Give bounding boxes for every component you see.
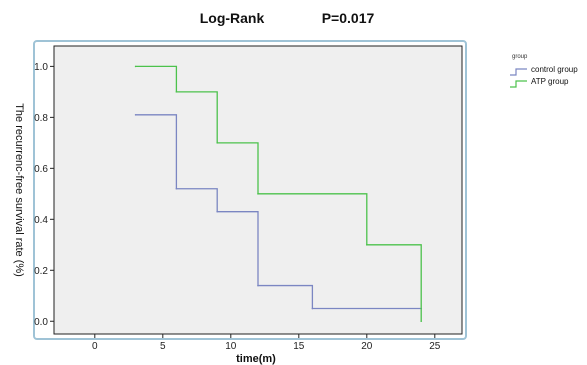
series-line-control [135,114,422,310]
legend: group control group ATP group [510,54,578,88]
series-point [311,307,314,310]
x-tick-label: 20 [361,341,373,352]
x-tick-label: 10 [225,341,237,352]
y-axis-ticks: 0.0 0.2 0.4 0.6 0.8 1.0 [34,62,54,328]
x-tick-label: 0 [92,341,98,352]
y-tick-label: 0.4 [34,215,48,226]
series-point [366,243,368,246]
series-point [257,284,259,287]
legend-label-control: control group [531,65,578,74]
series-point [175,187,178,190]
series-layer [134,65,423,323]
x-tick-label: 15 [293,341,305,352]
series-point [216,142,218,144]
series-point [420,320,423,323]
y-axis-label: The recurrenc-free survival rate (%) [13,103,25,277]
series-point [175,91,178,93]
legend-swatch-control [510,68,527,76]
x-tick-label: 5 [160,341,166,352]
y-tick-label: 0.0 [34,317,48,328]
chart-title-logrank: Log-Rank [200,10,265,26]
x-axis-ticks: 0 5 10 15 20 25 [92,334,441,352]
legend-label-atp: ATP group [531,77,569,86]
legend-title: group [512,54,528,60]
x-tick-label: 25 [429,341,441,352]
series-point [134,65,137,68]
series-point [257,193,259,195]
y-tick-label: 1.0 [34,62,48,73]
x-axis-label: time(m) [236,353,276,365]
series-line-atp [135,65,422,322]
y-tick-label: 0.2 [34,266,48,277]
legend-swatch-atp [510,80,527,88]
y-tick-label: 0.6 [34,164,48,175]
chart-title-pvalue: P=0.017 [322,10,375,26]
y-tick-label: 0.8 [34,113,48,124]
series-point [134,114,137,116]
series-point [216,210,218,213]
